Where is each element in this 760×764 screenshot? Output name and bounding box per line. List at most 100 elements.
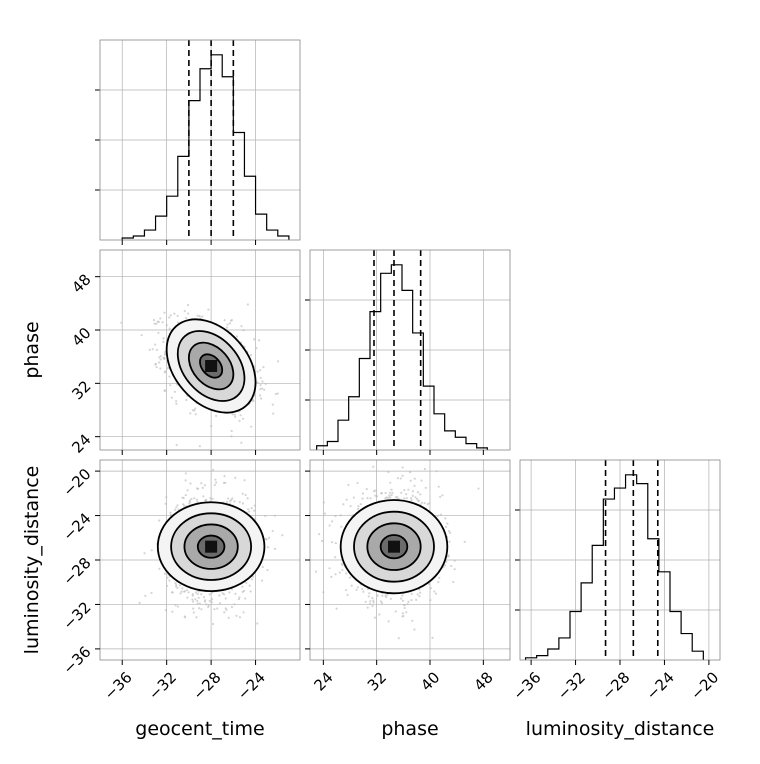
scatter-point bbox=[334, 514, 337, 518]
scatter-point bbox=[244, 597, 247, 600]
scatter-point bbox=[194, 413, 197, 416]
scatter-point bbox=[148, 348, 151, 351]
scatter-point bbox=[226, 323, 229, 326]
scatter-point bbox=[372, 601, 375, 604]
scatter-point bbox=[158, 356, 161, 359]
scatter-point bbox=[235, 335, 239, 338]
scatter-point bbox=[401, 594, 404, 597]
y-tick-label: −24 bbox=[59, 509, 94, 544]
scatter-point bbox=[174, 585, 178, 588]
scatter-point bbox=[258, 394, 262, 397]
scatter-point bbox=[318, 533, 321, 536]
scatter-point bbox=[175, 402, 178, 406]
scatter-point bbox=[436, 514, 439, 517]
scatter-point bbox=[376, 594, 379, 597]
scatter-point bbox=[400, 491, 403, 494]
hist-panel-phase bbox=[305, 249, 511, 455]
scatter-point bbox=[185, 398, 188, 402]
scatter-point bbox=[342, 503, 345, 506]
scatter-point bbox=[260, 579, 264, 582]
scatter-point bbox=[207, 604, 210, 607]
density-peak bbox=[205, 360, 218, 372]
scatter-point bbox=[230, 319, 233, 322]
scatter-point bbox=[242, 329, 245, 332]
scatter-point bbox=[397, 636, 400, 640]
scatter-point bbox=[247, 508, 250, 511]
scatter-point bbox=[211, 497, 214, 500]
scatter-point bbox=[184, 479, 187, 482]
scatter-point bbox=[359, 503, 362, 506]
scatter-point bbox=[346, 593, 349, 596]
scatter-point bbox=[249, 354, 253, 357]
scatter-point bbox=[234, 415, 237, 418]
scatter-point bbox=[428, 502, 431, 505]
scatter-point bbox=[257, 339, 261, 342]
scatter-point bbox=[266, 546, 270, 549]
scatter-point bbox=[154, 343, 157, 346]
scatter-point bbox=[444, 525, 448, 528]
scatter-point bbox=[420, 479, 423, 482]
scatter-point bbox=[240, 325, 243, 328]
scatter-point bbox=[228, 322, 232, 325]
scatter-point bbox=[208, 593, 211, 596]
y-tick-label: 40 bbox=[68, 324, 94, 350]
scatter-point bbox=[417, 499, 420, 502]
scatter-point bbox=[406, 603, 409, 606]
scatter-point bbox=[328, 524, 331, 527]
scatter-point bbox=[423, 467, 426, 471]
x-tick-label: −36 bbox=[509, 668, 544, 703]
x-tick-label: −32 bbox=[145, 668, 180, 703]
scatter-point bbox=[428, 583, 431, 586]
scatter-point bbox=[188, 500, 191, 504]
scatter-point bbox=[345, 572, 348, 575]
scatter-point bbox=[163, 371, 166, 374]
scatter-point bbox=[238, 596, 241, 599]
scatter-point bbox=[214, 478, 217, 481]
scatter-point bbox=[374, 494, 377, 497]
x-tick-label: 32 bbox=[364, 668, 390, 694]
scatter-point bbox=[201, 486, 204, 489]
scatter-point bbox=[248, 584, 251, 587]
scatter-point bbox=[423, 501, 426, 505]
scatter-point bbox=[410, 592, 413, 596]
scatter-point bbox=[173, 312, 176, 315]
scatter-point bbox=[213, 608, 216, 611]
y-axis-label-phase: phase bbox=[21, 321, 43, 378]
scatter-point bbox=[192, 600, 195, 603]
scatter-point bbox=[163, 353, 167, 356]
scatter-point bbox=[366, 606, 369, 609]
scatter-point bbox=[246, 303, 249, 306]
scatter-point bbox=[371, 596, 374, 600]
scatter-point bbox=[162, 340, 165, 344]
scatter-point bbox=[344, 588, 348, 592]
scatter-point bbox=[196, 602, 199, 605]
scatter-point bbox=[364, 600, 367, 603]
scatter-point bbox=[165, 496, 168, 499]
scatter-point bbox=[391, 491, 394, 494]
scatter-point bbox=[402, 614, 405, 618]
contour-line bbox=[165, 318, 257, 414]
contour-line bbox=[199, 353, 224, 379]
scatter-point bbox=[429, 587, 432, 590]
scatter-point bbox=[212, 468, 215, 472]
contour-line bbox=[183, 523, 239, 570]
scatter-point bbox=[186, 596, 189, 599]
scatter-point bbox=[245, 581, 248, 585]
scatter-point bbox=[196, 599, 199, 603]
scatter-point bbox=[235, 614, 238, 617]
contour-line bbox=[366, 522, 422, 571]
scatter-point bbox=[372, 599, 375, 602]
scatter-point bbox=[339, 514, 342, 517]
scatter-point bbox=[159, 367, 162, 370]
pair-panel-phase-luminosity_distance bbox=[305, 459, 511, 665]
scatter-point bbox=[194, 591, 198, 594]
scatter-point bbox=[268, 536, 271, 539]
scatter-point bbox=[262, 365, 265, 369]
scatter-point bbox=[418, 588, 421, 591]
scatter-point bbox=[385, 496, 388, 499]
scatter-point bbox=[200, 608, 203, 611]
scatter-point bbox=[164, 502, 167, 505]
scatter-point bbox=[209, 497, 212, 500]
scatter-point bbox=[224, 597, 227, 600]
scatter-point bbox=[165, 323, 168, 327]
